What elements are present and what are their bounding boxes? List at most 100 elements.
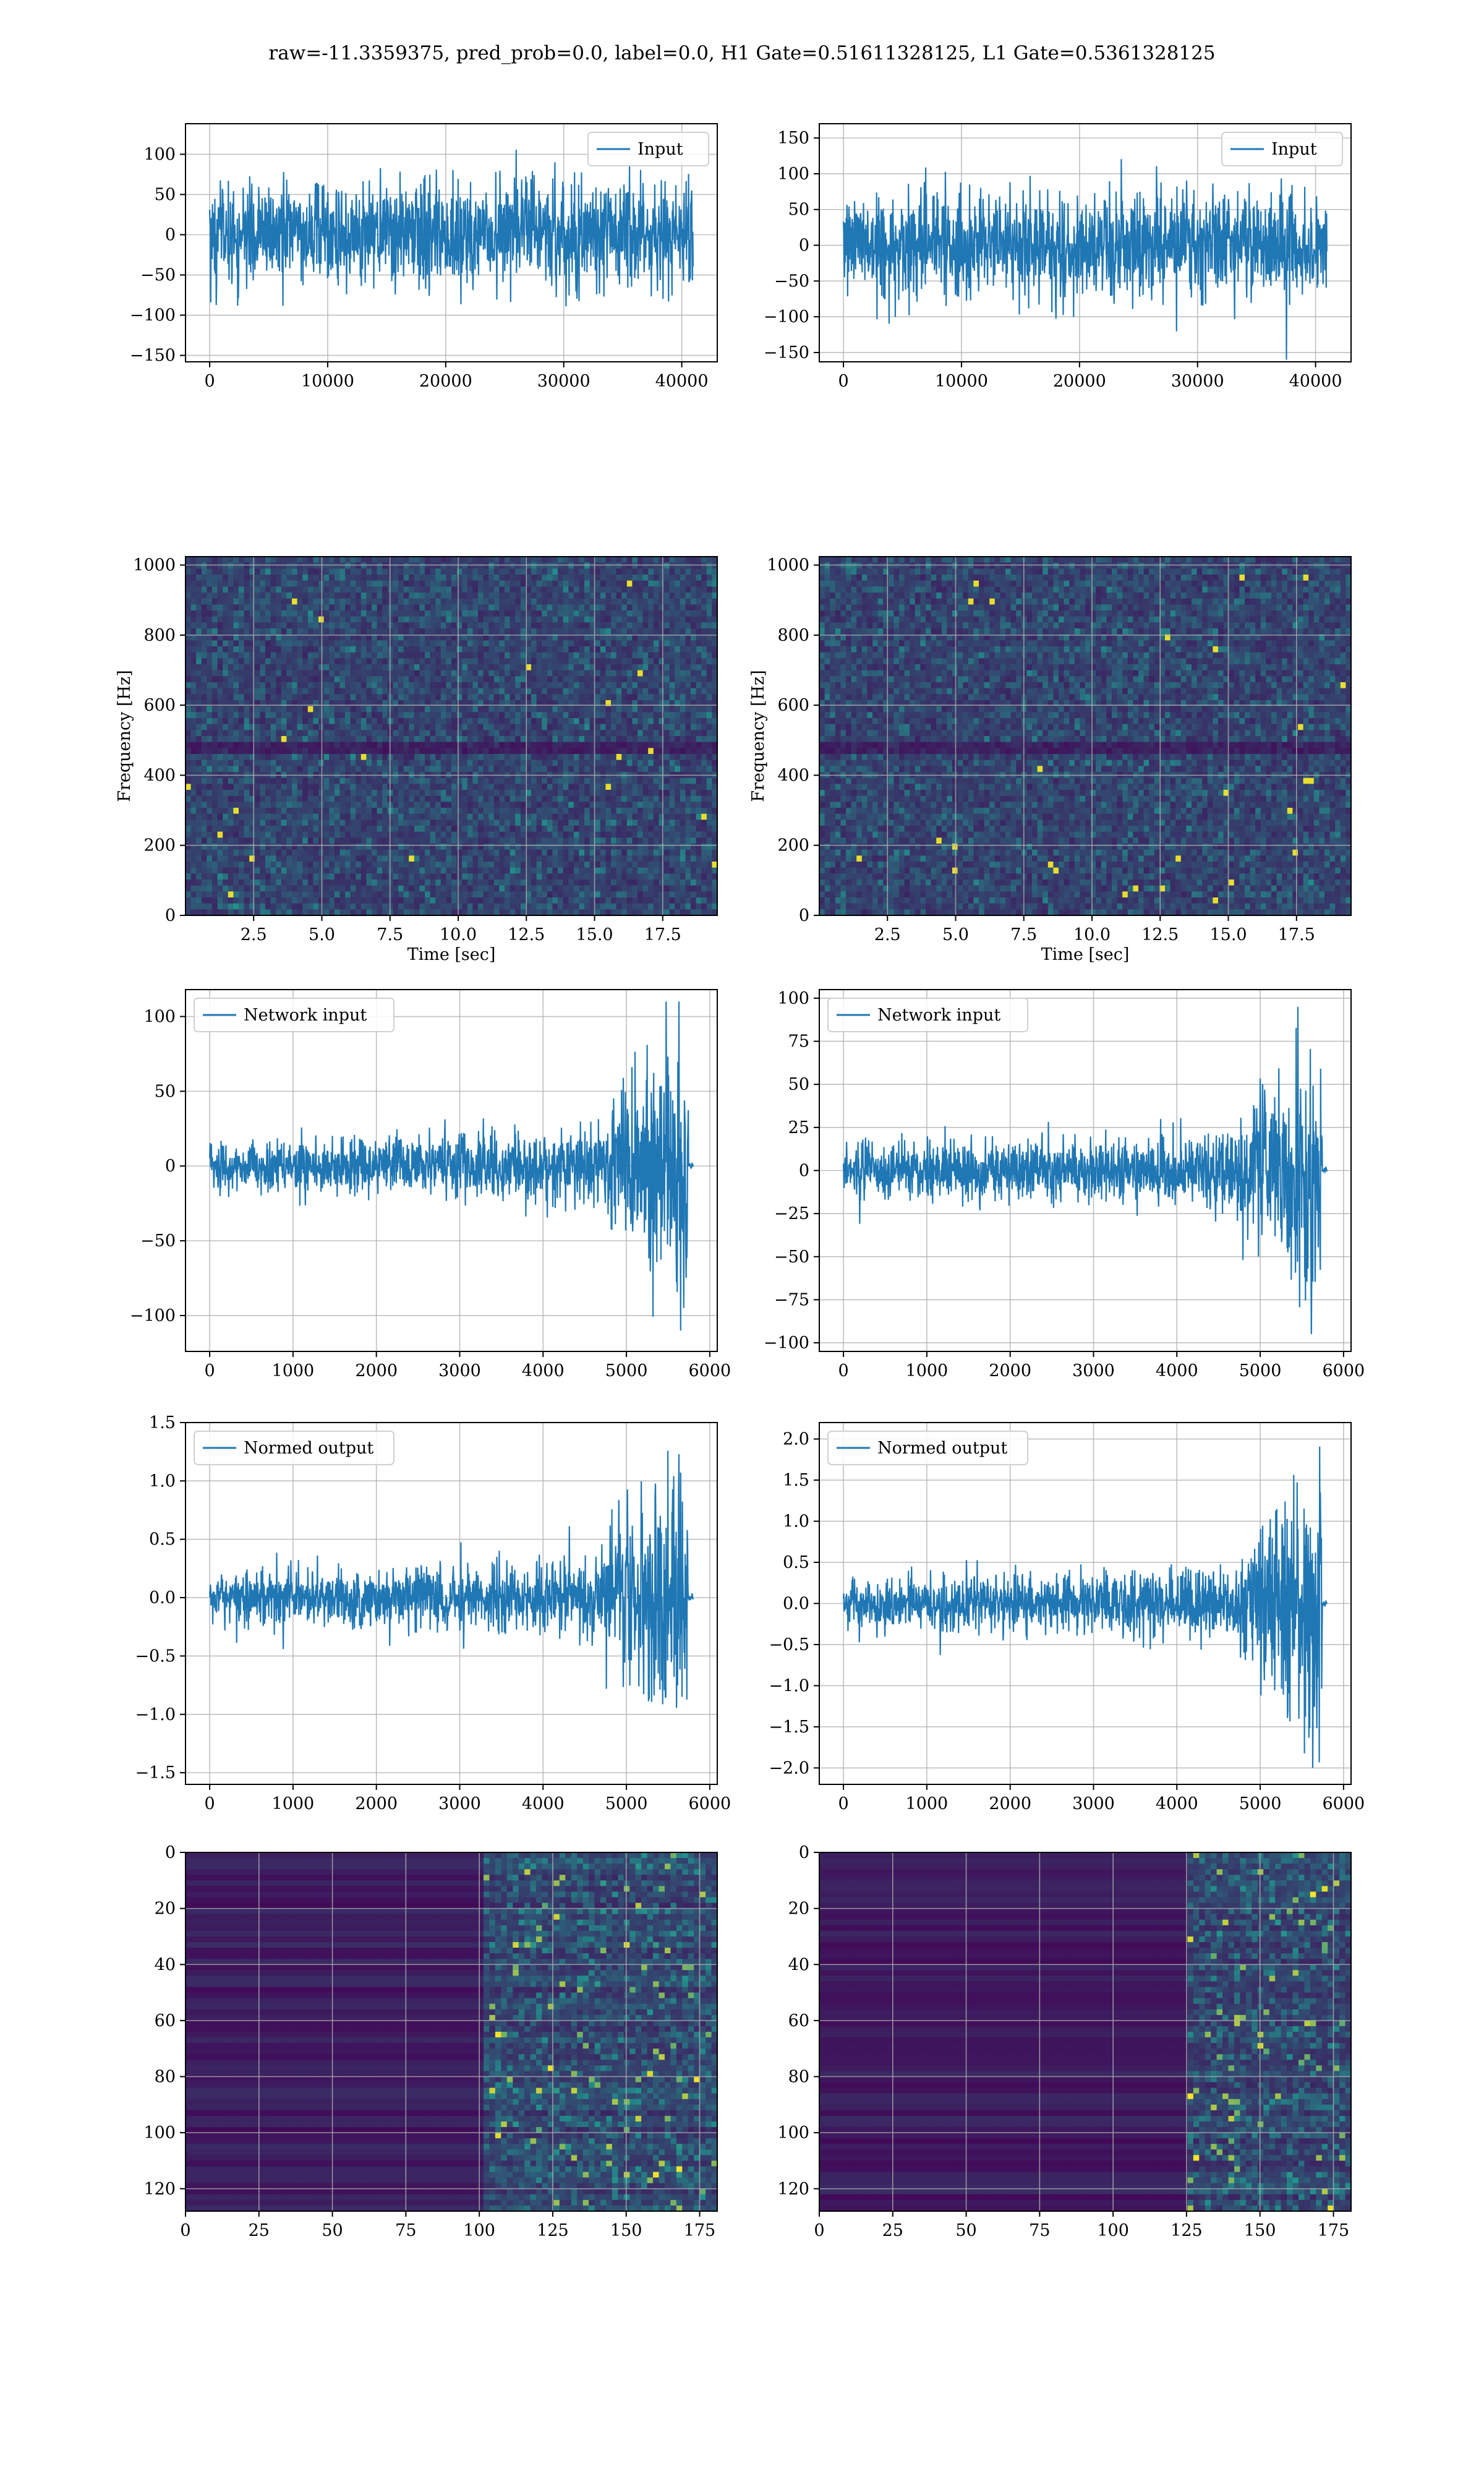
heatmap-cell xyxy=(493,557,500,563)
heatmap-cell xyxy=(691,730,697,737)
heatmap-cell xyxy=(478,652,484,659)
heatmap-cell xyxy=(360,844,367,850)
heatmap-cell xyxy=(223,652,229,659)
heatmap-cell xyxy=(425,844,431,850)
heatmap-cell xyxy=(531,766,537,773)
heatmap-cell xyxy=(664,844,670,850)
heatmap-cell xyxy=(462,593,468,599)
heatmap-cell xyxy=(669,562,675,569)
heatmap-cell xyxy=(446,562,452,569)
heatmap-cell xyxy=(531,580,537,587)
heatmap-cell xyxy=(493,808,500,815)
heatmap-cell xyxy=(201,777,207,784)
heatmap-cell xyxy=(345,777,351,784)
heatmap-cell xyxy=(478,760,484,766)
heatmap-cell xyxy=(691,790,697,797)
heatmap-cell xyxy=(292,760,298,766)
heatmap-cell xyxy=(638,712,644,719)
heatmap-cell xyxy=(675,580,681,587)
heatmap-cell xyxy=(425,676,431,683)
heatmap-cell xyxy=(685,604,691,611)
heatmap-cell xyxy=(621,742,628,748)
heatmap-cell xyxy=(605,562,612,569)
heatmap-cell xyxy=(542,634,548,641)
x-tick-label: 10000 xyxy=(935,372,988,391)
heatmap-cell xyxy=(584,593,591,599)
heatmap-cell xyxy=(307,712,313,719)
heatmap-cell xyxy=(696,586,702,593)
heatmap-cell xyxy=(307,748,313,755)
heatmap-cell xyxy=(579,646,585,653)
heatmap-cell xyxy=(675,682,681,689)
heatmap-cell xyxy=(701,736,707,743)
heatmap-cell xyxy=(563,575,569,581)
heatmap-cell xyxy=(446,664,452,671)
heatmap-cell xyxy=(451,616,458,623)
heatmap-cell xyxy=(419,634,425,641)
heatmap-cell xyxy=(254,742,260,748)
heatmap-cell xyxy=(292,831,298,838)
heatmap-cell xyxy=(472,676,479,683)
heatmap-cell xyxy=(483,616,489,623)
heatmap-cell xyxy=(563,730,569,737)
heatmap-cell xyxy=(435,777,441,784)
heatmap-cell xyxy=(398,844,404,850)
heatmap-cell xyxy=(669,676,675,683)
heatmap-cell xyxy=(573,730,579,737)
heatmap-cell xyxy=(621,700,628,707)
heatmap-cell xyxy=(372,586,378,593)
heatmap-cell xyxy=(281,760,287,766)
heatmap-cell xyxy=(632,628,638,635)
heatmap-cell xyxy=(467,568,473,575)
heatmap-cell xyxy=(712,760,718,766)
heatmap-cell xyxy=(212,688,218,695)
heatmap-cell xyxy=(270,766,276,773)
heatmap-cell xyxy=(350,700,356,707)
heatmap-cell xyxy=(488,676,495,683)
heatmap-cell xyxy=(642,580,649,587)
heatmap-cell xyxy=(366,742,372,748)
heatmap-cell xyxy=(659,808,665,815)
heatmap-cell xyxy=(589,634,595,641)
heatmap-cell xyxy=(398,706,404,713)
heatmap-cell xyxy=(669,831,675,838)
heatmap-cell xyxy=(356,610,362,617)
heatmap-cell xyxy=(456,610,463,617)
heatmap-cell xyxy=(372,844,378,850)
heatmap-cell xyxy=(207,766,213,773)
heatmap-cell xyxy=(414,575,420,581)
heatmap-cell xyxy=(499,593,505,599)
heatmap-cell xyxy=(478,730,484,737)
heatmap-cell xyxy=(499,700,505,707)
heatmap-cell xyxy=(366,837,372,844)
heatmap-cell xyxy=(228,634,234,641)
heatmap-cell xyxy=(600,844,606,850)
heatmap-cell xyxy=(531,784,537,790)
heatmap-cell xyxy=(467,802,473,808)
heatmap-cell xyxy=(372,748,378,755)
heatmap-cell xyxy=(536,795,542,802)
heatmap-cell xyxy=(244,795,250,802)
heatmap-cell xyxy=(621,682,628,689)
heatmap-cell xyxy=(712,784,718,790)
heatmap-cell xyxy=(536,724,542,730)
heatmap-cell xyxy=(611,754,617,761)
heatmap-cell xyxy=(440,790,446,797)
heatmap-cell xyxy=(462,724,468,730)
heatmap-cell xyxy=(286,593,292,599)
heatmap-cell xyxy=(451,724,458,730)
heatmap-cell xyxy=(297,820,303,826)
heatmap-cell xyxy=(196,808,202,815)
heatmap-cell xyxy=(626,646,633,653)
heatmap-cell xyxy=(488,604,495,611)
heatmap-cell xyxy=(701,593,707,599)
heatmap-cell xyxy=(605,813,612,820)
heatmap-cell xyxy=(398,837,404,844)
heatmap-cell xyxy=(228,831,234,838)
heatmap-cell xyxy=(297,634,303,641)
y-tick-label: 50 xyxy=(155,185,176,204)
heatmap-cell xyxy=(302,730,309,737)
heatmap-cell xyxy=(307,568,313,575)
heatmap-cell xyxy=(302,826,309,833)
heatmap-cell xyxy=(207,844,213,850)
